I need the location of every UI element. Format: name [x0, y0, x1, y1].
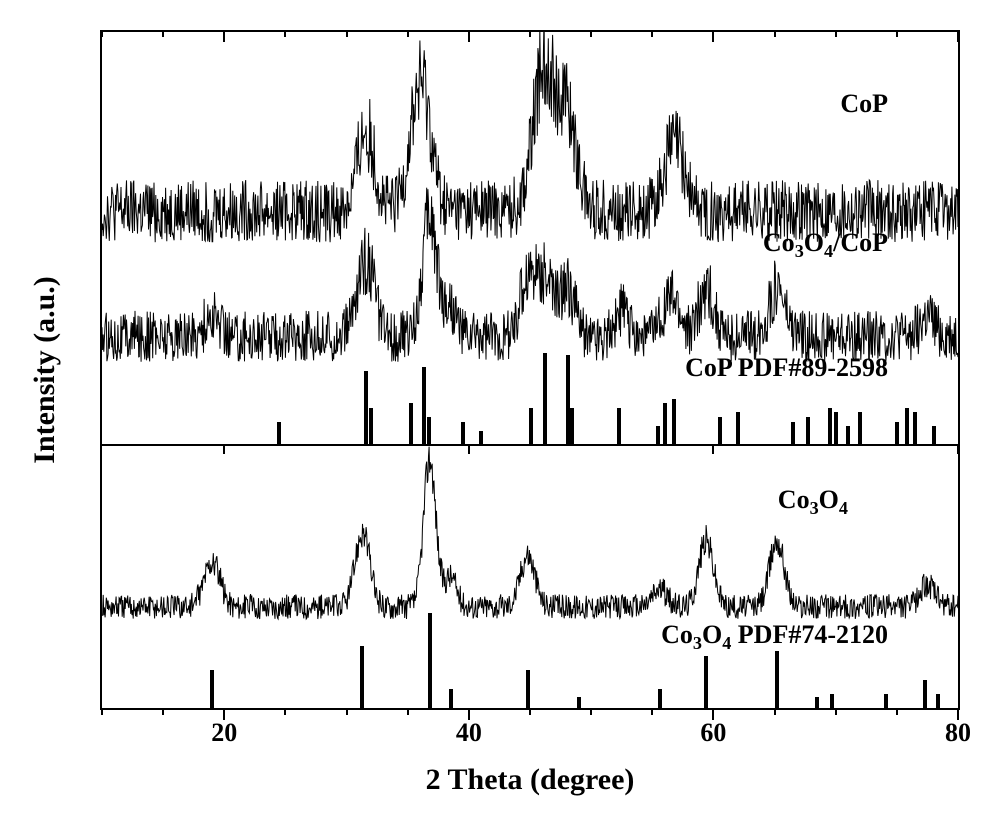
reference-peak: [905, 408, 909, 445]
reference-peak: [479, 431, 483, 445]
reference-peak: [913, 412, 917, 444]
x-tick-minor-top: [896, 30, 898, 37]
reference-peak: [806, 417, 810, 444]
reference-peak: [210, 670, 214, 708]
x-axis-label: 2 Theta (degree): [426, 763, 635, 797]
reference-peak: [409, 403, 413, 444]
plot-area: 20406080CoPCo3O4/CoPCo3O4CoP PDF#89-2598…: [100, 30, 960, 710]
reference-peak: [428, 613, 432, 708]
reference-peak: [526, 670, 530, 708]
reference-peak: [656, 426, 660, 444]
reference-peak: [364, 371, 368, 444]
trace-Co3O4-label: Co3O4: [778, 485, 848, 519]
reference-peak: [815, 697, 819, 708]
reference-peak: [369, 408, 373, 445]
reference-peak: [704, 656, 708, 708]
x-tick-mid: [468, 444, 470, 454]
x-tick-minor: [407, 708, 409, 715]
reference-peak: [461, 422, 465, 445]
x-tick-minor-top: [162, 30, 164, 37]
x-tick-minor: [835, 708, 837, 715]
x-tick-minor-top: [346, 30, 348, 37]
reference-peak: [936, 694, 940, 708]
x-tick-minor: [101, 708, 103, 715]
x-tick-top: [712, 30, 714, 42]
reference-peak: [427, 417, 431, 444]
x-tick-top: [957, 30, 959, 42]
reference-peak: [775, 651, 779, 708]
reference-peak: [360, 646, 364, 708]
x-tick-minor: [651, 708, 653, 715]
reference-peak: [529, 408, 533, 445]
trace-Co3O4-CoP-label: Co3O4/CoP: [763, 228, 888, 262]
reference-peak: [923, 680, 927, 708]
reference-peak: [663, 403, 667, 444]
x-tick-label: 20: [211, 718, 237, 748]
x-tick-minor-top: [101, 30, 103, 37]
x-tick-minor-top: [529, 30, 531, 37]
x-tick-mid: [223, 444, 225, 454]
x-tick-minor-top: [835, 30, 837, 37]
y-axis-label: Intensity (a.u.): [28, 276, 62, 464]
x-tick-minor-top: [407, 30, 409, 37]
x-tick-label: 60: [700, 718, 726, 748]
trace-CoP-label: CoP: [840, 89, 888, 119]
x-tick-minor: [162, 708, 164, 715]
reference-peak: [932, 426, 936, 444]
x-tick-minor: [284, 708, 286, 715]
panel-divider: [102, 444, 958, 446]
x-tick-minor: [529, 708, 531, 715]
sticks-CoP-pdf-label: CoP PDF#89-2598: [685, 353, 888, 383]
reference-peak: [828, 408, 832, 445]
reference-peak: [658, 689, 662, 708]
x-tick-minor-top: [284, 30, 286, 37]
reference-peak: [422, 367, 426, 445]
x-tick-minor: [590, 708, 592, 715]
sticks-Co3O4-pdf-label: Co3O4 PDF#74-2120: [661, 620, 888, 654]
xrd-figure: Intensity (a.u.) 2 Theta (degree) 20 40 60…: [0, 0, 1000, 833]
reference-peak: [570, 408, 574, 445]
x-tick-label: 40: [456, 718, 482, 748]
reference-peak: [277, 422, 281, 445]
x-tick-minor: [896, 708, 898, 715]
reference-peak: [577, 697, 581, 708]
x-tick-top: [468, 30, 470, 42]
reference-peak: [834, 412, 838, 444]
reference-peak: [736, 412, 740, 444]
x-tick-minor: [346, 708, 348, 715]
x-tick-minor: [774, 708, 776, 715]
reference-peak: [830, 694, 834, 708]
reference-peak: [895, 422, 899, 445]
x-tick-top: [223, 30, 225, 42]
x-tick-minor-top: [651, 30, 653, 37]
x-tick-mid: [712, 444, 714, 454]
reference-peak: [672, 399, 676, 445]
x-tick-mid: [957, 444, 959, 454]
reference-peak: [617, 408, 621, 445]
reference-peak: [858, 412, 862, 444]
reference-peak: [791, 422, 795, 445]
x-tick-minor-top: [774, 30, 776, 37]
x-tick-label: 80: [945, 718, 971, 748]
x-tick-minor-top: [590, 30, 592, 37]
reference-peak: [884, 694, 888, 708]
reference-peak: [449, 689, 453, 708]
reference-peak: [543, 353, 547, 444]
reference-peak: [846, 426, 850, 444]
reference-peak: [718, 417, 722, 444]
